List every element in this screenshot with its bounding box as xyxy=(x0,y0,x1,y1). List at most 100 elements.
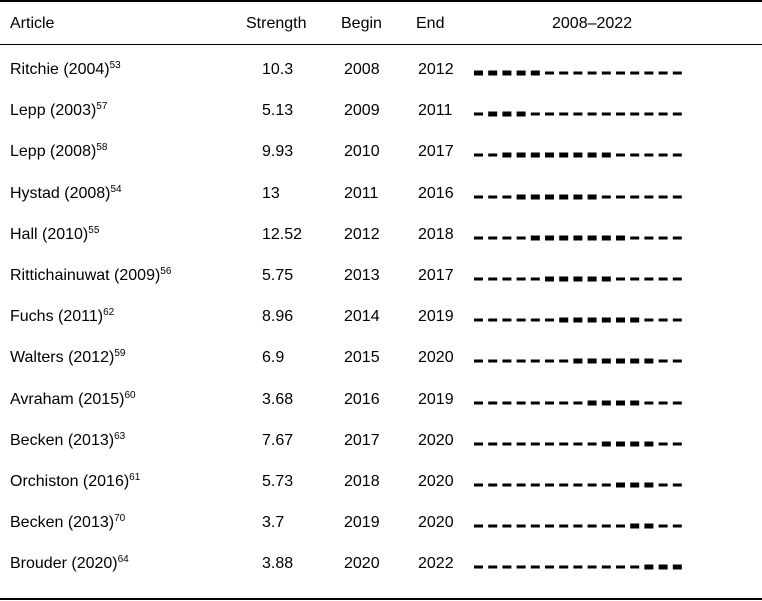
reference-number: 53 xyxy=(109,60,121,71)
burst-year-segment xyxy=(616,358,625,364)
burst-year-segment xyxy=(488,70,498,76)
year-segment xyxy=(559,483,569,487)
burst-year-segment xyxy=(488,111,498,117)
burst-year-segment xyxy=(530,152,540,158)
end-year-cell: 2016 xyxy=(418,185,454,202)
year-segment xyxy=(559,565,569,569)
table-row: Walters (2012)59 6.9 2015 2020 xyxy=(0,348,762,368)
year-segment xyxy=(502,524,512,528)
year-segment xyxy=(672,236,682,240)
burst-year-segment xyxy=(587,358,597,364)
year-segment xyxy=(672,318,682,322)
year-segment xyxy=(474,359,483,363)
year-segment xyxy=(658,236,668,240)
year-segment xyxy=(530,483,540,487)
burst-year-segment xyxy=(516,152,526,158)
burst-year-segment xyxy=(616,441,625,447)
year-segment xyxy=(530,277,540,281)
begin-year-cell: 2011 xyxy=(344,185,379,202)
year-segment xyxy=(658,401,668,405)
year-segment xyxy=(587,483,597,487)
begin-year-cell: 2012 xyxy=(344,226,380,243)
table-row: Becken (2013)63 7.67 2017 2020 xyxy=(0,431,762,451)
begin-year-cell: 2010 xyxy=(344,143,380,160)
article-cell: Lepp (2003)57 xyxy=(10,101,107,123)
year-segment xyxy=(658,153,668,157)
reference-number: 59 xyxy=(114,348,126,359)
year-segment xyxy=(672,442,682,446)
burst-year-segment xyxy=(601,400,611,406)
year-segment xyxy=(530,112,540,116)
year-segment xyxy=(587,442,597,446)
table-row: Hystad (2008)54 13 2011 2016 xyxy=(0,184,762,204)
strength-cell: 9.93 xyxy=(262,143,294,160)
year-segment xyxy=(488,153,498,157)
table-row: Ritchie (2004)53 10.3 2008 2012 xyxy=(0,60,762,80)
year-segment xyxy=(545,71,554,75)
burst-timeline xyxy=(474,152,682,158)
header-end: End xyxy=(416,15,445,32)
burst-year-segment xyxy=(616,235,625,241)
burst-year-segment xyxy=(516,111,526,117)
burst-year-segment xyxy=(530,194,540,200)
year-segment xyxy=(516,236,526,240)
header-timeline: 2008–2022 xyxy=(552,15,633,32)
burst-year-segment xyxy=(516,194,526,200)
burst-timeline xyxy=(474,441,682,447)
article-name: Rittichainuwat (2009) xyxy=(10,267,161,284)
year-segment xyxy=(545,359,554,363)
table-row: Avraham (2015)60 3.68 2016 2019 xyxy=(0,390,762,410)
year-segment xyxy=(502,565,512,569)
year-segment xyxy=(516,359,526,363)
year-segment xyxy=(545,318,554,322)
year-segment xyxy=(601,565,611,569)
table-row: Brouder (2020)64 3.88 2020 2022 xyxy=(0,554,762,574)
begin-year-cell: 2009 xyxy=(344,102,380,119)
article-name: Becken (2013) xyxy=(10,432,115,449)
begin-year-cell: 2017 xyxy=(344,432,380,449)
article-name: Walters (2012) xyxy=(10,349,115,366)
year-segment xyxy=(474,277,483,281)
table-row: Lepp (2008)58 9.93 2010 2017 xyxy=(0,142,762,162)
year-segment xyxy=(658,195,668,199)
year-segment xyxy=(559,112,569,116)
year-segment xyxy=(573,524,583,528)
burst-year-segment xyxy=(559,235,569,241)
header-strength: Strength xyxy=(246,15,307,32)
year-segment xyxy=(616,524,625,528)
year-segment xyxy=(502,359,512,363)
year-segment xyxy=(630,236,640,240)
year-segment xyxy=(587,565,597,569)
burst-year-segment xyxy=(587,235,597,241)
year-segment xyxy=(601,112,611,116)
burst-year-segment xyxy=(616,400,625,406)
article-name: Avraham (2015) xyxy=(10,391,125,408)
year-segment xyxy=(672,195,682,199)
year-segment xyxy=(545,112,554,116)
burst-year-segment xyxy=(573,276,583,282)
strength-cell: 12.52 xyxy=(262,226,303,243)
burst-year-segment xyxy=(587,317,597,323)
burst-timeline xyxy=(474,523,682,529)
burst-timeline xyxy=(474,70,682,76)
year-segment xyxy=(474,565,483,569)
burst-year-segment xyxy=(516,70,526,76)
begin-year-cell: 2008 xyxy=(344,61,380,78)
year-segment xyxy=(658,318,668,322)
burst-year-segment xyxy=(502,152,512,158)
year-segment xyxy=(672,524,682,528)
article-cell: Ritchie (2004)53 xyxy=(10,60,121,82)
top-rule xyxy=(0,0,762,2)
strength-cell: 5.73 xyxy=(262,473,294,490)
strength-cell: 7.67 xyxy=(262,432,294,449)
year-segment xyxy=(502,442,512,446)
year-segment xyxy=(616,71,625,75)
year-segment xyxy=(530,318,540,322)
strength-cell: 8.96 xyxy=(262,308,294,325)
year-segment xyxy=(516,483,526,487)
year-segment xyxy=(601,195,611,199)
strength-cell: 5.75 xyxy=(262,267,294,284)
begin-year-cell: 2013 xyxy=(344,267,380,284)
reference-number: 57 xyxy=(96,101,108,112)
year-segment xyxy=(616,565,625,569)
